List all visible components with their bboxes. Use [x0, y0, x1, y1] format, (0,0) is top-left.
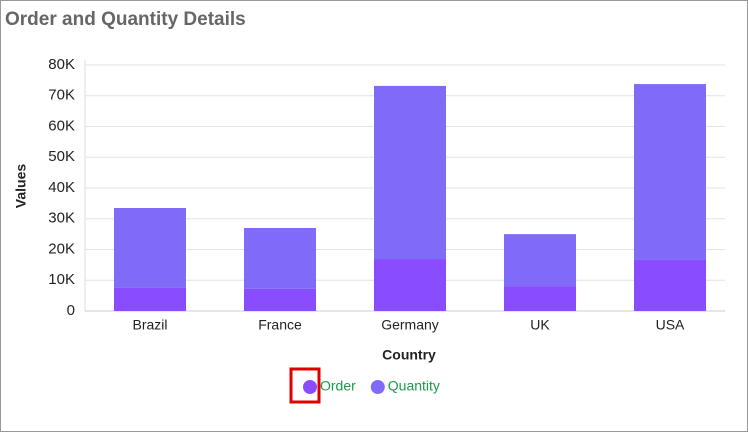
bar-segment [374, 85, 446, 260]
bar-segment [244, 288, 316, 311]
y-tick-label: 20K [48, 240, 75, 257]
bar-segment [504, 286, 576, 311]
x-tick-label: USA [656, 317, 685, 333]
bar-segment [634, 259, 706, 311]
y-tick-label: 40K [48, 179, 75, 196]
x-tick-label: UK [530, 317, 550, 333]
x-axis-title: Country [382, 347, 436, 363]
legend-label[interactable]: Quantity [388, 378, 440, 394]
bar-segment [504, 234, 576, 287]
y-axis-title: Values [13, 164, 29, 209]
bar-segment [374, 259, 446, 311]
legend-marker[interactable] [303, 380, 317, 394]
x-tick-label: Brazil [132, 317, 167, 333]
chart-title: Order and Quantity Details [5, 9, 246, 30]
highlight-box [289, 367, 321, 404]
bar-segment [244, 227, 316, 289]
y-tick-label: 50K [48, 148, 75, 165]
y-tick-label: 10K [48, 271, 75, 288]
bar-segment [114, 207, 186, 288]
y-tick-label: 0 [67, 302, 75, 319]
y-tick-label: 70K [48, 87, 75, 104]
x-tick-label: Germany [381, 317, 439, 333]
bar-segment [634, 84, 706, 260]
y-tick-label: 80K [48, 56, 75, 73]
y-tick-label: 30K [48, 210, 75, 227]
legend-label[interactable]: Order [320, 378, 356, 394]
x-tick-label: France [258, 317, 302, 333]
bar-segment [114, 287, 186, 311]
y-tick-label: 60K [48, 117, 75, 134]
legend-marker[interactable] [370, 380, 385, 394]
